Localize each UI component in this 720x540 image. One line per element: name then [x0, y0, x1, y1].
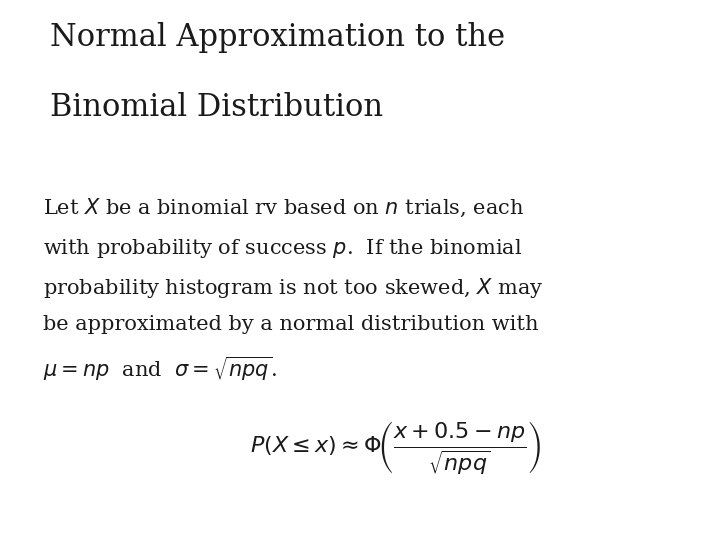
- Text: with probability of success $p$.  If the binomial: with probability of success $p$. If the …: [43, 237, 523, 260]
- Text: be approximated by a normal distribution with: be approximated by a normal distribution…: [43, 315, 539, 334]
- Text: $\mu = np$  and  $\sigma = \sqrt{npq}$.: $\mu = np$ and $\sigma = \sqrt{npq}$.: [43, 355, 278, 383]
- Text: Normal Approximation to the: Normal Approximation to the: [50, 22, 505, 52]
- Text: Let $X$ be a binomial rv based on $n$ trials, each: Let $X$ be a binomial rv based on $n$ tr…: [43, 197, 524, 219]
- Text: $P(X \leq x) \approx \Phi\!\left(\dfrac{x + 0.5 - np}{\sqrt{npq}}\right)$: $P(X \leq x) \approx \Phi\!\left(\dfrac{…: [251, 420, 541, 477]
- Text: probability histogram is not too skewed, $X$ may: probability histogram is not too skewed,…: [43, 276, 544, 300]
- Text: Binomial Distribution: Binomial Distribution: [50, 92, 384, 123]
